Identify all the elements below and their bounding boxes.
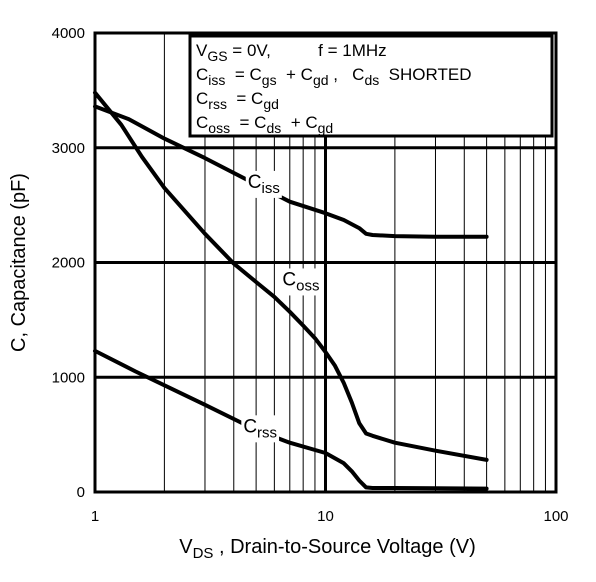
curve-label-ciss: Ciss [248,172,280,197]
curve-label-crss: Crss [243,416,277,441]
curve-labels: Ciss Coss Crss [241,170,322,443]
axis-titles: C, Capacitance (pF) VDS , Drain-to-Source… [8,173,476,562]
curve-label-background [245,170,282,198]
y-tick-label: 4000 [52,25,85,42]
x-tick-label: 1 [91,508,99,525]
legend-line: Ciss = Cgs + Cgd , Cds SHORTED [196,65,472,88]
x-tick-label: 100 [543,508,568,525]
y-tick-label: 2000 [52,255,85,272]
plot-frame [93,31,558,494]
data-series [93,90,489,491]
y-axis-title: C, Capacitance (pF) [8,173,30,352]
y-tick-label: 3000 [52,140,85,157]
series-line-ciss [93,104,489,239]
curve-label-background [280,268,322,296]
legend-frame [188,34,554,138]
x-axis-title: VDS , Drain-to-Source Voltage (V) [179,536,476,562]
y-tick-label: 0 [77,484,85,501]
series-line-crss [93,348,489,491]
tick-labels: 0 1000 2000 3000 4000 1 10 100 [52,25,569,525]
curve-label-coss: Coss [282,269,319,294]
legend-line: Crss = Cgd [196,89,279,112]
curve-label-background [241,415,280,443]
legend-line: VGS = 0V, f = 1MHz [196,41,387,64]
legend-line: Coss = Cds + Cgd [196,113,333,136]
x-tick-label: 10 [317,508,334,525]
series-line-coss [93,90,489,462]
y-tick-label: 1000 [52,369,85,386]
